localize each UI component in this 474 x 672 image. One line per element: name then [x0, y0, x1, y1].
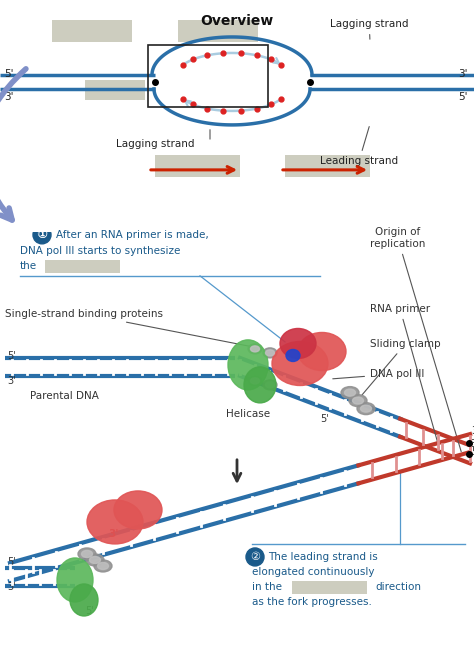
Ellipse shape: [265, 382, 274, 388]
Ellipse shape: [250, 346, 259, 352]
Ellipse shape: [248, 376, 262, 386]
Circle shape: [33, 226, 51, 244]
Ellipse shape: [82, 550, 92, 558]
Text: 5': 5': [7, 557, 16, 567]
Text: 3': 3': [4, 92, 13, 102]
Text: Helicase: Helicase: [226, 409, 270, 419]
Ellipse shape: [265, 350, 274, 356]
Ellipse shape: [341, 386, 359, 398]
Text: as the fork progresses.: as the fork progresses.: [252, 597, 372, 607]
Text: 3': 3': [458, 69, 468, 79]
Ellipse shape: [87, 500, 143, 544]
Ellipse shape: [228, 340, 268, 390]
FancyBboxPatch shape: [85, 80, 145, 100]
Text: RNA primer: RNA primer: [370, 304, 439, 448]
Text: 5': 5': [320, 414, 329, 424]
Ellipse shape: [244, 367, 276, 403]
Ellipse shape: [357, 403, 375, 415]
Ellipse shape: [263, 380, 277, 390]
Text: Overview: Overview: [201, 14, 273, 28]
Text: ①: ①: [36, 228, 47, 241]
Text: the: the: [20, 261, 37, 271]
Ellipse shape: [70, 584, 98, 616]
Text: Sliding clamp: Sliding clamp: [362, 339, 441, 395]
Text: Parental DNA: Parental DNA: [30, 391, 99, 401]
Text: 5': 5': [7, 351, 16, 361]
FancyBboxPatch shape: [178, 20, 258, 42]
FancyBboxPatch shape: [285, 155, 370, 177]
Text: direction: direction: [375, 582, 421, 592]
Text: Lagging strand: Lagging strand: [330, 19, 409, 39]
Text: elongated continuously: elongated continuously: [252, 567, 374, 577]
Ellipse shape: [349, 394, 367, 407]
Ellipse shape: [78, 548, 96, 560]
Ellipse shape: [90, 556, 100, 563]
Ellipse shape: [280, 329, 316, 358]
Text: The leading strand is: The leading strand is: [268, 552, 378, 562]
FancyBboxPatch shape: [155, 155, 240, 177]
Text: DNA pol III: DNA pol III: [333, 369, 424, 379]
Ellipse shape: [272, 341, 328, 386]
Ellipse shape: [286, 349, 300, 362]
Text: 3': 3': [470, 439, 474, 450]
Bar: [148, 45, 268, 107]
Text: Leading strand: Leading strand: [320, 126, 398, 166]
Text: 5': 5': [471, 447, 474, 457]
Ellipse shape: [298, 333, 346, 370]
Text: 3': 3': [7, 582, 16, 592]
Text: ②: ②: [250, 552, 260, 562]
Text: 5': 5': [4, 69, 13, 79]
Ellipse shape: [263, 348, 277, 358]
Ellipse shape: [345, 389, 356, 396]
Ellipse shape: [114, 491, 162, 529]
Ellipse shape: [57, 558, 93, 602]
Text: After an RNA primer is made,: After an RNA primer is made,: [56, 230, 209, 240]
Ellipse shape: [250, 378, 259, 384]
Ellipse shape: [98, 562, 109, 569]
Ellipse shape: [94, 560, 112, 572]
Ellipse shape: [86, 554, 104, 566]
Text: 5': 5': [85, 606, 94, 616]
Text: Single-strand binding proteins: Single-strand binding proteins: [5, 309, 259, 349]
Text: 3': 3': [7, 376, 16, 386]
Text: ①: ①: [37, 230, 47, 240]
Ellipse shape: [353, 397, 364, 404]
Ellipse shape: [248, 344, 262, 354]
Text: 3': 3': [108, 529, 118, 539]
Circle shape: [246, 548, 264, 566]
Text: 5': 5': [458, 92, 468, 102]
Text: Origin of
replication: Origin of replication: [370, 227, 461, 452]
Ellipse shape: [361, 405, 372, 412]
Text: in the: in the: [252, 582, 282, 592]
FancyBboxPatch shape: [52, 20, 132, 42]
Text: Lagging strand: Lagging strand: [116, 139, 194, 149]
FancyBboxPatch shape: [45, 260, 120, 273]
Text: DNA pol III starts to synthesize: DNA pol III starts to synthesize: [20, 246, 181, 256]
FancyBboxPatch shape: [292, 581, 367, 594]
Text: 3': 3': [471, 426, 474, 436]
